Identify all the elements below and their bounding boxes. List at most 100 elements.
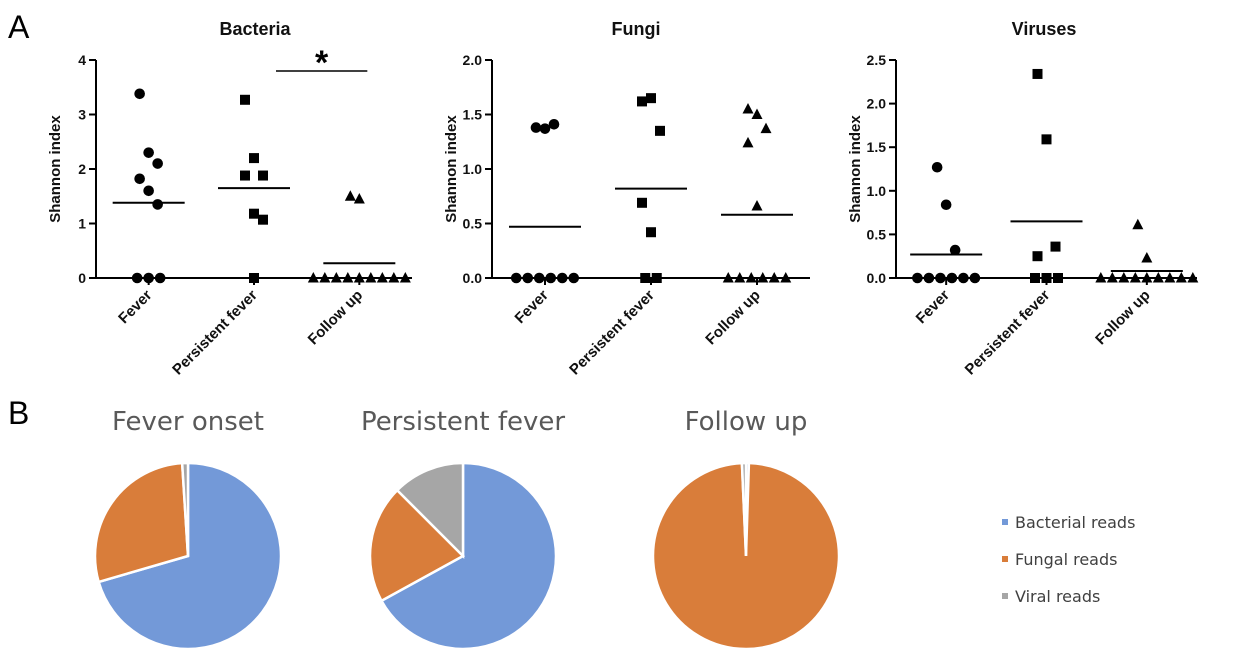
- data-point: [1053, 273, 1063, 283]
- data-point: [1132, 218, 1144, 230]
- data-point: [353, 272, 365, 283]
- pie-slice-viral-reads: [180, 461, 190, 557]
- data-point: [722, 272, 734, 283]
- y-tick-label: 2.5: [867, 52, 887, 68]
- data-point: [344, 190, 356, 201]
- y-tick-label: 1: [78, 216, 86, 232]
- plot-title: Fungi: [612, 19, 661, 39]
- category-label-follow-up: Follow up: [305, 287, 367, 349]
- category-label-persistent-fever: Persistent fever: [962, 287, 1054, 379]
- data-point: [143, 185, 154, 197]
- data-point: [510, 272, 522, 284]
- panel-label-b: B: [8, 395, 29, 431]
- data-point: [1032, 68, 1043, 79]
- pie-title: Fever onset: [112, 407, 264, 437]
- legend-label-fungal-reads: Fungal reads: [1015, 550, 1117, 569]
- data-point: [637, 197, 647, 208]
- data-point: [742, 103, 754, 114]
- data-point: [319, 272, 331, 283]
- y-tick-label: 2.0: [867, 96, 887, 112]
- data-point: [388, 272, 400, 283]
- data-point: [152, 158, 163, 169]
- category-label-fever: Fever: [512, 287, 552, 327]
- legend-label-viral-reads: Viral reads: [1015, 587, 1100, 606]
- category-label-follow-up: Follow up: [702, 287, 764, 349]
- data-point: [768, 272, 780, 283]
- pie-title: Persistent fever: [361, 407, 565, 437]
- category-label-persistent-fever: Persistent fever: [566, 287, 658, 379]
- data-point: [1041, 273, 1052, 283]
- y-tick-label: 3: [78, 107, 86, 123]
- category-label-follow-up: Follow up: [1092, 287, 1154, 349]
- pie-title: Follow up: [685, 407, 808, 437]
- persistent-fever-pie-chart: Persistent fever: [361, 407, 565, 650]
- y-tick-label: 0: [78, 270, 86, 286]
- follow-up-pie-chart: Follow up: [651, 407, 841, 650]
- y-tick-label: 0.0: [463, 270, 483, 286]
- significance-label: *: [315, 44, 329, 82]
- category-label-fever: Fever: [115, 287, 155, 327]
- data-point: [568, 272, 580, 284]
- data-point: [1032, 251, 1043, 262]
- data-point: [522, 272, 534, 284]
- data-point: [651, 273, 662, 283]
- data-point: [545, 272, 557, 284]
- data-point: [1141, 251, 1153, 263]
- bacteria-scatter-plot: Bacteria 0 1 2 3 4 Shannon index Fever Persisten…: [47, 19, 412, 378]
- data-point: [734, 272, 746, 283]
- y-tick-label: 2.0: [463, 52, 483, 68]
- data-point: [143, 147, 154, 158]
- y-tick-label: 1.5: [463, 107, 483, 123]
- data-point: [757, 272, 769, 283]
- data-point: [742, 136, 754, 148]
- data-point: [1152, 272, 1164, 283]
- y-tick-label: 0.5: [867, 226, 887, 242]
- y-tick-label: 2: [78, 161, 86, 177]
- data-point: [134, 88, 145, 100]
- data-point: [131, 272, 143, 284]
- data-point: [931, 161, 943, 173]
- pie-legend: Bacterial reads Fungal reads Viral reads: [1002, 513, 1135, 606]
- data-point: [923, 272, 935, 284]
- data-point: [745, 272, 757, 283]
- data-point: [751, 108, 763, 119]
- data-point: [342, 272, 354, 283]
- y-axis-label: Shannon index: [443, 115, 460, 223]
- data-point: [637, 96, 647, 107]
- pie-slice-bacterial-reads: [97, 461, 283, 650]
- fever-onset-pie-chart: Fever onset: [93, 407, 283, 650]
- y-axis-label: Shannon index: [47, 115, 64, 223]
- data-point: [399, 272, 411, 283]
- data-point: [1050, 241, 1061, 252]
- viruses-scatter-plot: Viruses 0.0 0.5 1.0 1.5 2.0 2.5 Shannon index Fe…: [847, 19, 1199, 379]
- category-label-fever: Fever: [913, 287, 953, 327]
- fungi-scatter-plot: Fungi 0.0 0.5 1.0 1.5 2.0 Shannon index Fever Pe…: [443, 19, 810, 378]
- data-point: [533, 272, 545, 284]
- data-point: [1175, 272, 1187, 283]
- data-point: [1164, 272, 1176, 283]
- data-point: [240, 94, 250, 105]
- data-point: [760, 122, 772, 134]
- data-point: [365, 272, 377, 283]
- data-point: [134, 173, 145, 185]
- data-point: [751, 200, 763, 211]
- data-point: [1041, 134, 1052, 145]
- pie-slice-bacterial-reads: [379, 461, 558, 650]
- data-point: [376, 272, 388, 283]
- data-point: [1118, 272, 1130, 283]
- data-point: [249, 208, 259, 219]
- y-tick-label: 0.5: [463, 216, 483, 232]
- plot-title: Bacteria: [219, 19, 291, 39]
- data-point: [539, 123, 551, 134]
- y-tick-label: 1.0: [463, 161, 483, 177]
- pie-slice-viral-reads: [395, 461, 465, 560]
- data-point: [152, 199, 163, 210]
- data-point: [258, 214, 268, 225]
- data-point: [307, 272, 319, 283]
- data-point: [1030, 273, 1040, 283]
- data-point: [240, 170, 250, 181]
- data-point: [946, 272, 958, 284]
- pie-slice-fungal-reads: [93, 461, 190, 584]
- legend-label-bacterial-reads: Bacterial reads: [1015, 513, 1135, 532]
